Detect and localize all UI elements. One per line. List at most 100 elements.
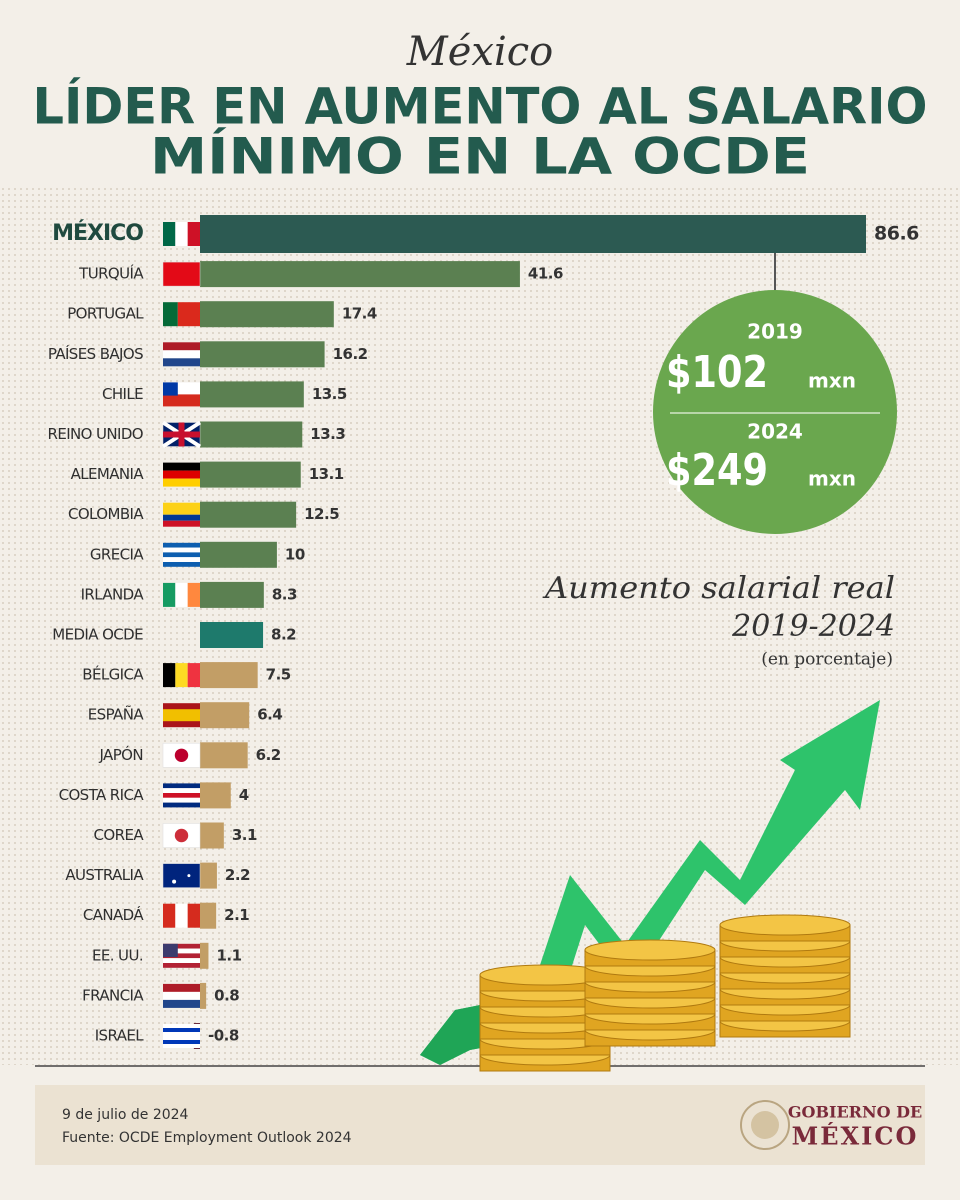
flag	[163, 342, 200, 351]
flag	[163, 999, 200, 1008]
bar	[200, 902, 217, 929]
bar	[200, 461, 301, 488]
flag	[163, 958, 200, 963]
flag	[163, 514, 200, 521]
flag	[163, 802, 200, 808]
category-label: ESPAÑA	[88, 705, 145, 724]
flag	[163, 1032, 200, 1036]
flag	[163, 783, 200, 789]
flag	[163, 542, 200, 548]
flag	[163, 1028, 200, 1032]
flag	[172, 879, 177, 884]
flag	[163, 797, 200, 803]
flag	[163, 394, 200, 407]
flag	[163, 663, 176, 688]
flag	[163, 903, 176, 928]
bar	[200, 982, 207, 1009]
emblem	[740, 1100, 790, 1150]
category-label: PAÍSES BAJOS	[48, 344, 143, 363]
category-label: REINO UNIDO	[48, 425, 144, 443]
value-label: 13.3	[310, 425, 345, 443]
flag	[187, 874, 191, 878]
value-label: 1.1	[216, 946, 241, 964]
flag	[187, 663, 200, 688]
flag	[163, 552, 200, 558]
flag	[163, 793, 200, 798]
bar	[200, 622, 264, 648]
value-label: 86.6	[874, 223, 919, 245]
flag	[163, 470, 200, 479]
flag	[163, 350, 200, 359]
category-label: EE. UU.	[92, 946, 143, 964]
kicker: México	[406, 29, 553, 75]
value-label: 3.1	[232, 826, 257, 844]
headline: LÍDER EN AUMENTO AL SALARIO	[33, 77, 928, 136]
value-label: 2.2	[225, 866, 250, 884]
category-label: FRANCIA	[82, 986, 144, 1004]
flag	[163, 1036, 200, 1040]
bar	[200, 822, 224, 849]
flag	[175, 222, 188, 246]
value-label: -0.8	[208, 1027, 239, 1045]
bar	[200, 662, 258, 689]
category-label: ISRAEL	[95, 1027, 144, 1045]
bar	[200, 501, 297, 528]
value-label: 13.1	[309, 465, 344, 483]
brand-bottom: MÉXICO	[792, 1122, 919, 1151]
bar	[200, 381, 304, 408]
bar	[200, 301, 334, 328]
category-label: COREA	[94, 826, 145, 844]
bar	[200, 702, 250, 729]
flag	[163, 557, 200, 562]
flag	[163, 1044, 200, 1048]
flag	[163, 788, 200, 793]
value-label: 16.2	[333, 345, 368, 363]
footer-source: Fuente: OCDE Employment Outlook 2024	[62, 1130, 352, 1146]
flag	[163, 547, 200, 553]
flag	[163, 358, 200, 367]
bar	[200, 215, 866, 253]
flag	[162, 261, 201, 287]
callout-year: 2019	[747, 320, 803, 344]
flag	[163, 1040, 200, 1044]
flag	[163, 582, 176, 607]
category-label: CANADÁ	[83, 905, 145, 924]
callout-amount: $102	[666, 347, 768, 398]
flag	[163, 943, 200, 949]
flag	[187, 222, 200, 246]
flag	[177, 302, 200, 327]
category-label: COLOMBIA	[68, 505, 144, 523]
headline: MÍNIMO EN LA OCDE	[150, 127, 810, 186]
emblem	[751, 1111, 779, 1139]
value-label: 17.4	[342, 305, 377, 323]
value-label: 4	[239, 786, 249, 804]
bar	[200, 541, 277, 568]
flag	[163, 991, 200, 1000]
bar	[200, 742, 248, 769]
coin	[719, 914, 851, 936]
bar	[200, 581, 264, 608]
category-label: IRLANDA	[81, 585, 145, 603]
value-label: 12.5	[304, 505, 339, 523]
category-label: MÉXICO	[52, 220, 143, 246]
category-label: JAPÓN	[99, 745, 144, 764]
flag	[174, 828, 189, 843]
value-label: 7.5	[266, 666, 291, 684]
bar	[200, 942, 209, 969]
flag	[163, 462, 200, 471]
flag	[163, 502, 200, 515]
category-label: CHILE	[102, 385, 143, 403]
flag	[163, 431, 200, 438]
callout-year: 2024	[747, 420, 803, 444]
value-label: 8.2	[271, 626, 296, 644]
flag	[175, 582, 188, 607]
value-label: 6.2	[256, 746, 281, 764]
bar	[200, 862, 217, 889]
flag	[163, 953, 200, 959]
bar	[200, 782, 231, 809]
coin	[584, 939, 716, 961]
category-label: TURQUÍA	[78, 264, 144, 283]
bar	[200, 421, 303, 448]
